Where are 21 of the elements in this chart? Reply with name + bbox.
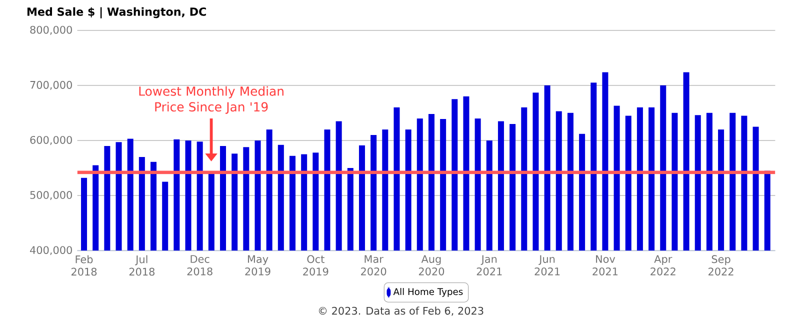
x-tick-label: Jan 2021: [476, 255, 502, 276]
x-tick-label: Apr 2022: [650, 255, 676, 276]
x-tick-label: Mar 2020: [361, 255, 386, 276]
chart-title: Med Sale $ | Washington, DC: [27, 7, 206, 18]
x-tick-label: Sep 2022: [708, 255, 734, 276]
x-tick-label: Nov 2021: [592, 255, 618, 276]
y-tick-label: 700,000: [30, 80, 72, 90]
y-tick-label: 800,000: [30, 26, 72, 35]
annotation: Lowest Monthly Median Price Since Jan '19: [139, 86, 284, 114]
text: © 2023. Data as of Feb 6, 2023: [318, 306, 484, 316]
x-tick-label: Feb 2018: [71, 255, 97, 276]
y-tick-label: 600,000: [30, 136, 72, 145]
y-tick-label: 400,000: [30, 246, 72, 256]
x-tick-label: Oct 2019: [303, 255, 328, 276]
x-tick-label: Aug 2020: [418, 255, 444, 276]
x-tick-label: May 2019: [245, 255, 270, 276]
x-tick-label: Dec 2018: [187, 255, 212, 276]
legend-label: All Home Types: [393, 288, 463, 297]
y-tick-label: 500,000: [30, 191, 72, 200]
x-tick-label: Jun 2021: [534, 255, 560, 276]
x-tick-label: Jul 2018: [129, 255, 155, 276]
